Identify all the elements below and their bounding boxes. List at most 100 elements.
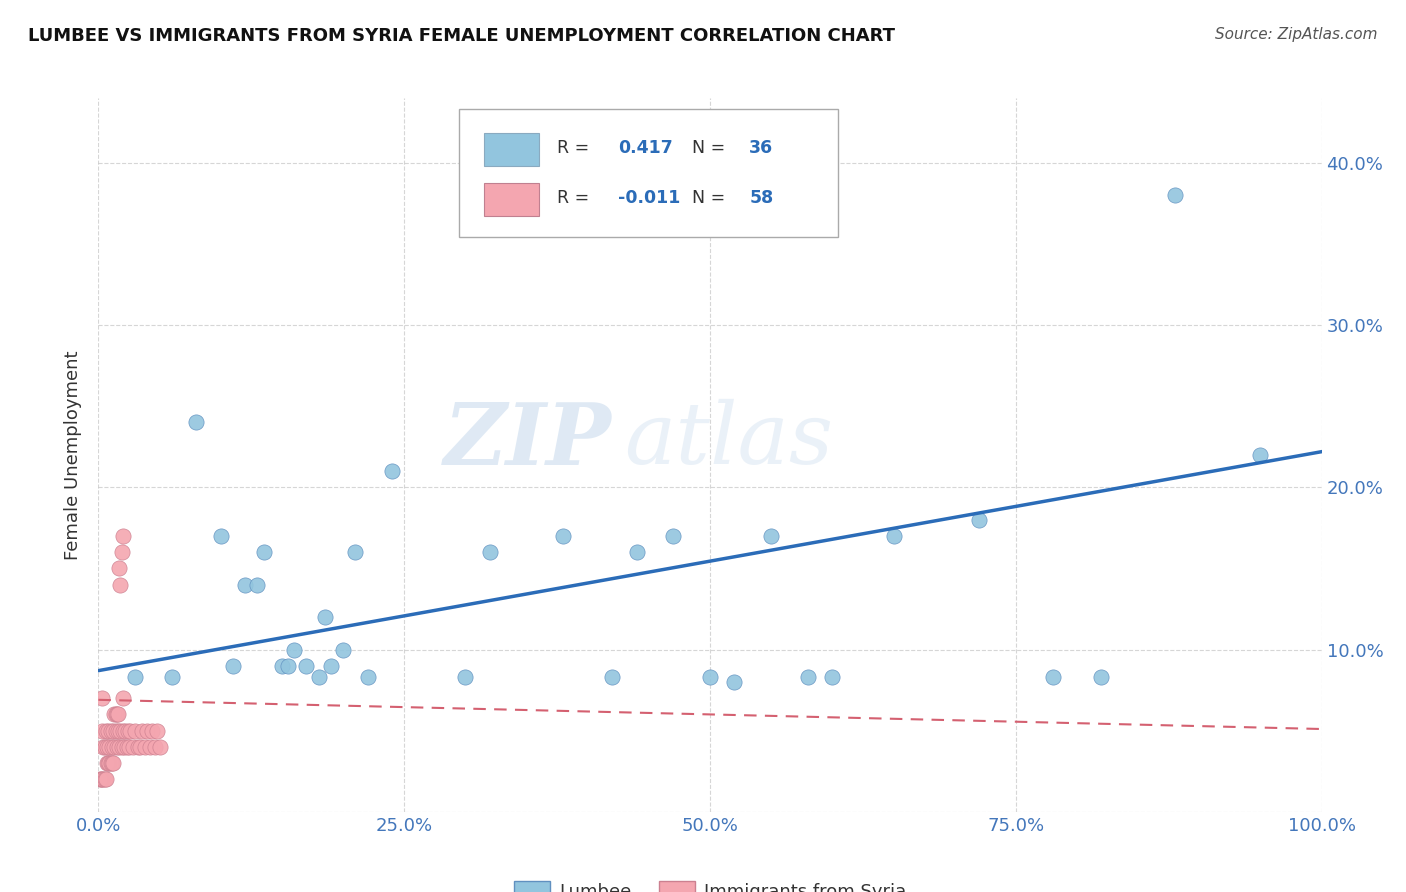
Point bbox=[160, 670, 183, 684]
Point bbox=[112, 739, 135, 754]
Point bbox=[295, 658, 318, 673]
Text: -0.011: -0.011 bbox=[619, 189, 681, 207]
Point bbox=[111, 691, 134, 706]
Point bbox=[252, 545, 274, 559]
Point bbox=[91, 723, 114, 738]
Point bbox=[98, 739, 121, 754]
Point bbox=[111, 723, 134, 738]
Text: R =: R = bbox=[557, 189, 595, 207]
Point bbox=[1042, 670, 1064, 684]
Text: atlas: atlas bbox=[624, 400, 834, 482]
Point bbox=[143, 739, 166, 754]
Point bbox=[149, 739, 172, 754]
Point bbox=[967, 513, 990, 527]
Text: 36: 36 bbox=[749, 139, 773, 157]
Point bbox=[89, 772, 111, 787]
Point bbox=[1090, 670, 1112, 684]
Point bbox=[124, 670, 146, 684]
Point bbox=[186, 416, 208, 430]
Point bbox=[103, 739, 125, 754]
Point bbox=[662, 529, 685, 543]
Point bbox=[110, 577, 132, 591]
Point bbox=[94, 772, 117, 787]
Point bbox=[141, 723, 163, 738]
Point bbox=[129, 739, 152, 754]
Point bbox=[97, 756, 120, 770]
Point bbox=[115, 739, 138, 754]
Point bbox=[117, 723, 139, 738]
Point bbox=[319, 658, 342, 673]
Y-axis label: Female Unemployment: Female Unemployment bbox=[65, 351, 83, 559]
Point bbox=[381, 464, 404, 478]
Point bbox=[101, 723, 124, 738]
Point bbox=[107, 723, 129, 738]
Point bbox=[454, 670, 477, 684]
Bar bbox=[484, 184, 538, 216]
Point bbox=[111, 529, 134, 543]
Point bbox=[233, 577, 256, 591]
Point bbox=[93, 739, 115, 754]
Point bbox=[104, 707, 127, 722]
Point bbox=[101, 756, 124, 770]
Point bbox=[124, 723, 146, 738]
Text: LUMBEE VS IMMIGRANTS FROM SYRIA FEMALE UNEMPLOYMENT CORRELATION CHART: LUMBEE VS IMMIGRANTS FROM SYRIA FEMALE U… bbox=[28, 27, 896, 45]
Point bbox=[108, 739, 131, 754]
Point bbox=[209, 529, 232, 543]
Point bbox=[821, 670, 844, 684]
Point bbox=[91, 772, 114, 787]
Point bbox=[134, 739, 156, 754]
Point bbox=[105, 707, 128, 722]
Point bbox=[100, 723, 122, 738]
Point bbox=[96, 756, 118, 770]
Point bbox=[344, 545, 367, 559]
Point bbox=[105, 739, 128, 754]
Point bbox=[120, 723, 142, 738]
Point bbox=[100, 756, 122, 770]
Point bbox=[108, 561, 131, 575]
Point bbox=[883, 529, 905, 543]
Point bbox=[356, 670, 378, 684]
Point bbox=[111, 739, 134, 754]
Point bbox=[553, 529, 575, 543]
Point bbox=[91, 739, 114, 754]
Point bbox=[246, 577, 269, 591]
Text: N =: N = bbox=[692, 139, 731, 157]
Text: N =: N = bbox=[692, 189, 731, 207]
Point bbox=[277, 658, 299, 673]
Point bbox=[121, 739, 143, 754]
Point bbox=[118, 739, 141, 754]
Text: Source: ZipAtlas.com: Source: ZipAtlas.com bbox=[1215, 27, 1378, 42]
Point bbox=[110, 723, 132, 738]
Text: ZIP: ZIP bbox=[444, 399, 612, 483]
Text: R =: R = bbox=[557, 139, 595, 157]
Point bbox=[91, 772, 114, 787]
Point bbox=[94, 723, 117, 738]
Point bbox=[626, 545, 648, 559]
Point bbox=[1164, 188, 1187, 202]
Point bbox=[98, 756, 121, 770]
Point bbox=[93, 772, 115, 787]
Point bbox=[797, 670, 820, 684]
Point bbox=[136, 723, 159, 738]
Text: 58: 58 bbox=[749, 189, 773, 207]
Bar bbox=[484, 134, 538, 166]
Point bbox=[308, 670, 330, 684]
Point bbox=[139, 739, 162, 754]
Point bbox=[146, 723, 169, 738]
Point bbox=[270, 658, 294, 673]
Point bbox=[114, 723, 136, 738]
Point bbox=[332, 642, 354, 657]
Point bbox=[96, 739, 118, 754]
Point bbox=[91, 691, 114, 706]
Text: 0.417: 0.417 bbox=[619, 139, 673, 157]
Point bbox=[107, 707, 129, 722]
Point bbox=[104, 723, 127, 738]
Point bbox=[127, 739, 149, 754]
FancyBboxPatch shape bbox=[460, 109, 838, 237]
Point bbox=[478, 545, 501, 559]
Point bbox=[90, 772, 112, 787]
Point bbox=[101, 739, 124, 754]
Point bbox=[600, 670, 623, 684]
Point bbox=[699, 670, 721, 684]
Point bbox=[1249, 448, 1271, 462]
